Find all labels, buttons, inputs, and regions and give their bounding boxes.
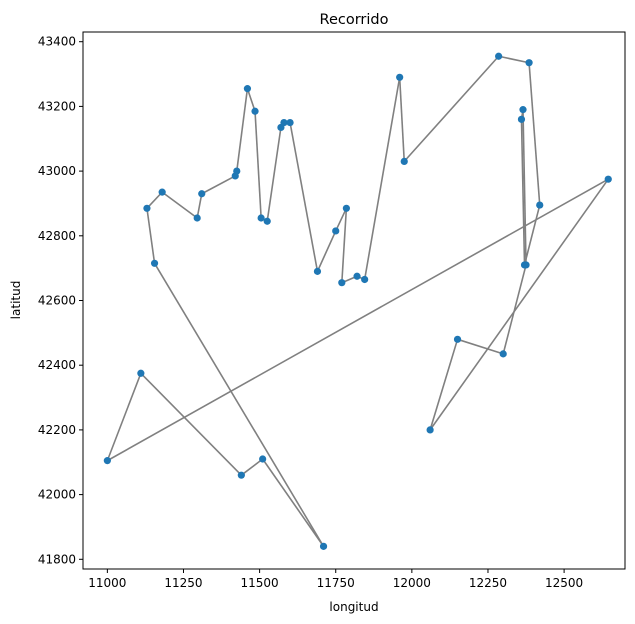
- route-point: [400, 157, 408, 165]
- y-tick-label: 42600: [38, 294, 76, 308]
- route-point: [396, 73, 404, 81]
- route-point: [342, 204, 350, 212]
- route-point: [237, 471, 245, 479]
- route-point-group: [103, 52, 612, 550]
- route-segment: [520, 119, 526, 265]
- plot-frame: [82, 31, 626, 570]
- x-tick-label: 12500: [545, 576, 583, 590]
- y-tick-label: 42400: [38, 358, 76, 372]
- route-segment: [429, 339, 459, 431]
- route-segment: [522, 109, 527, 265]
- route-segment: [457, 338, 504, 355]
- route-segment: [201, 175, 236, 195]
- route-segment: [106, 178, 609, 462]
- route-point: [519, 106, 527, 114]
- x-tick-label: 11500: [241, 576, 279, 590]
- route-point: [193, 214, 201, 222]
- route-segment: [196, 193, 203, 219]
- x-tick-label: 12000: [393, 576, 431, 590]
- y-axis-label: latitud: [9, 281, 23, 320]
- y-tick-label: 42800: [38, 229, 76, 243]
- y-axis: 41800 42000 42200 42400 42600 42800 43000 43200…: [38, 35, 83, 566]
- route-point: [137, 369, 145, 377]
- route-segment: [335, 207, 348, 232]
- x-tick-label: 11000: [88, 576, 126, 590]
- x-tick-label: 11750: [317, 576, 355, 590]
- x-tick-label: 11250: [164, 576, 202, 590]
- route-point: [313, 267, 322, 275]
- x-tick-label: 12250: [469, 576, 507, 590]
- chart-title: Recorrido: [320, 12, 389, 28]
- route-point: [319, 542, 328, 550]
- route-segment: [146, 208, 156, 264]
- route-segment: [341, 208, 348, 283]
- y-tick-label: 42200: [38, 423, 76, 437]
- route-segment: [316, 230, 337, 272]
- route-segment: [523, 204, 541, 266]
- x-axis-label: longitud: [329, 600, 378, 614]
- route-segment: [240, 458, 264, 476]
- route-segment: [140, 372, 242, 476]
- route-point: [517, 115, 526, 123]
- route-segment: [153, 262, 325, 547]
- route-segment: [398, 77, 406, 162]
- route-segment: [429, 178, 609, 431]
- y-tick-label: 43400: [38, 35, 76, 49]
- route-segment: [261, 458, 325, 547]
- route-segment: [235, 88, 249, 172]
- route-point: [198, 190, 206, 198]
- route-point: [426, 426, 434, 434]
- route-segment: [254, 111, 262, 219]
- route-point: [257, 214, 265, 222]
- route-segment: [363, 77, 401, 280]
- route-point: [604, 175, 612, 183]
- route-segment: [498, 55, 530, 64]
- route-point: [522, 261, 530, 269]
- route-point: [243, 85, 252, 93]
- route-segment: [161, 191, 198, 219]
- route-point: [495, 52, 503, 60]
- route-point: [361, 275, 369, 284]
- route-point: [332, 227, 340, 235]
- route-point: [499, 350, 507, 358]
- y-tick-label: 43200: [38, 99, 76, 113]
- route-line-group: [106, 55, 609, 547]
- y-tick-label: 43000: [38, 164, 76, 178]
- route-point: [338, 279, 346, 287]
- route-point: [453, 335, 462, 343]
- route-segment: [289, 122, 319, 272]
- route-segment: [403, 55, 500, 162]
- route-point: [143, 204, 151, 212]
- y-tick-label: 41800: [38, 552, 76, 566]
- route-point: [536, 201, 544, 209]
- route-point: [280, 118, 288, 127]
- route-segment: [246, 88, 256, 112]
- route-segment: [266, 127, 282, 222]
- route-point: [103, 457, 111, 465]
- route-point: [525, 59, 533, 67]
- route-point: [150, 259, 159, 267]
- x-axis: 11000 11250 11500 11750 12000 12250 12500: [88, 569, 583, 590]
- route-segment: [146, 191, 163, 209]
- route-segment: [528, 62, 541, 206]
- route-point: [233, 167, 241, 175]
- route-segment: [502, 264, 527, 355]
- route-point: [286, 118, 294, 127]
- route-point: [158, 188, 166, 196]
- route-point: [263, 217, 271, 225]
- y-tick-label: 42000: [38, 488, 76, 502]
- route-segment: [106, 372, 142, 461]
- route-point: [251, 107, 259, 115]
- route-point: [259, 455, 267, 463]
- route-point: [353, 272, 361, 280]
